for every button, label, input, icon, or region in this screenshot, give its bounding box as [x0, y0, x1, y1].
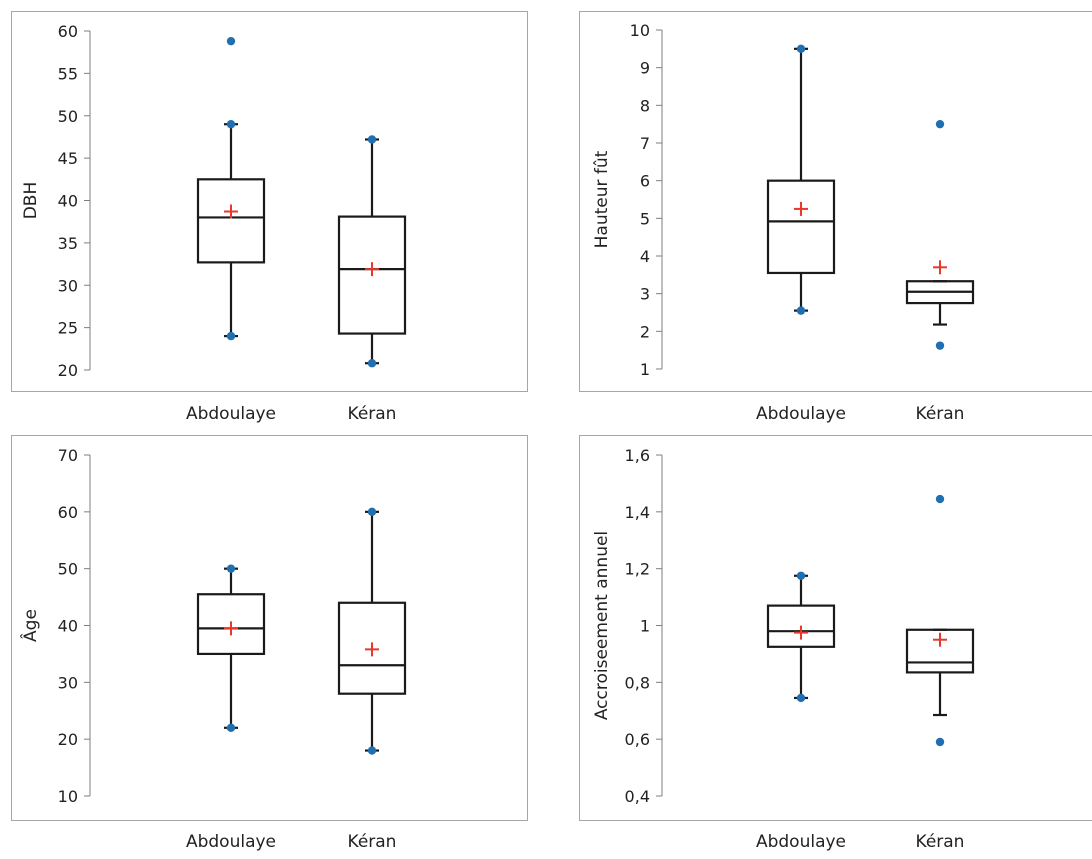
box-kran [905, 119, 975, 350]
y-tick-label: 8 [640, 96, 650, 115]
chart-panel-1: 20 25 30 35 40 45 50 55 60 DBH Abdoulaye Kéran [11, 11, 528, 424]
y-tick-label: 60 [58, 22, 78, 41]
y-tick-label: 1,4 [625, 503, 650, 522]
data-point [367, 359, 377, 368]
data-point [935, 737, 945, 747]
y-tick-label: 0,6 [625, 730, 650, 749]
iqr-box [337, 215, 407, 335]
data-point [226, 120, 236, 129]
x-category-label: Kéran [916, 404, 965, 424]
data-point [226, 723, 236, 732]
y-tick-label: 25 [58, 319, 78, 338]
y-tick-label: 5 [640, 209, 650, 228]
chart-frame [11, 435, 528, 821]
iqr-box [766, 604, 836, 648]
data-point [935, 341, 945, 350]
y-tick-label: 50 [58, 107, 78, 126]
y-tick-label: 20 [58, 730, 78, 749]
box-abdoulaye [196, 564, 266, 732]
y-tick-label: 6 [640, 172, 650, 191]
x-category-label: Abdoulaye [756, 404, 846, 424]
iqr-box [196, 178, 266, 264]
box-kran [905, 494, 975, 747]
data-point [796, 571, 806, 580]
x-category-label: Abdoulaye [186, 404, 276, 424]
data-point [226, 331, 236, 341]
y-tick-label: 30 [58, 673, 78, 692]
chart-frame [11, 11, 528, 392]
y-tick-label: 50 [58, 560, 78, 579]
y-tick-label: 1,6 [625, 446, 650, 465]
data-point [226, 36, 236, 46]
y-tick-label: 9 [640, 59, 650, 78]
data-point [935, 494, 945, 504]
y-tick-label: 0,4 [625, 787, 650, 806]
data-point [796, 693, 806, 703]
iqr-box [337, 601, 407, 695]
y-tick-label: 1 [640, 617, 650, 636]
y-tick-label: 3 [640, 285, 650, 304]
x-category-label: Kéran [348, 404, 397, 424]
box-abdoulaye [196, 36, 266, 341]
y-tick-label: 1,2 [625, 560, 650, 579]
y-tick-label: 40 [58, 192, 78, 211]
chart-panel-4: 0,4 0,6 0,8 1 1,2 1,4 1,6 Accroiseement annuel A… [579, 435, 1092, 852]
data-point [367, 746, 377, 755]
box-kran [337, 507, 407, 755]
x-category-label: Kéran [348, 832, 397, 852]
y-axis-title: Accroiseement annuel [592, 531, 612, 720]
chart-frame [579, 11, 1092, 392]
iqr-box [905, 628, 975, 674]
y-tick-label: 2 [640, 322, 650, 341]
data-point [796, 44, 806, 54]
x-category-label: Abdoulaye [186, 832, 276, 852]
x-category-label: Abdoulaye [756, 832, 846, 852]
data-point [935, 119, 945, 129]
y-tick-label: 0,8 [625, 673, 650, 692]
box-kran [337, 135, 407, 368]
y-tick-label: 10 [58, 787, 78, 806]
data-point [226, 564, 236, 573]
y-tick-label: 4 [640, 247, 650, 266]
y-tick-label: 60 [58, 503, 78, 522]
y-tick-label: 7 [640, 134, 650, 153]
y-tick-label: 1 [640, 360, 650, 379]
data-point [796, 306, 806, 315]
x-category-label: Kéran [916, 832, 965, 852]
chart-panel-3: 10 20 30 40 50 60 70 Âge Abdoulaye Kéran [11, 435, 528, 852]
y-tick-label: 45 [58, 149, 78, 168]
y-tick-label: 20 [58, 361, 78, 380]
chart-panel-2: 1 2 3 4 5 6 7 8 9 10 Hauteur fût Abdoulaye Kéran [579, 11, 1092, 424]
y-tick-label: 40 [58, 617, 78, 636]
box-abdoulaye [766, 44, 836, 315]
y-tick-label: 30 [58, 276, 78, 295]
y-tick-label: 55 [58, 64, 78, 83]
iqr-box [766, 179, 836, 275]
y-tick-label: 70 [58, 446, 78, 465]
data-point [367, 507, 377, 517]
y-axis-title: DBH [21, 182, 41, 220]
iqr-box [196, 593, 266, 656]
y-axis-title: Hauteur fût [592, 150, 612, 248]
box-abdoulaye [766, 571, 836, 703]
y-tick-label: 35 [58, 234, 78, 253]
data-point [367, 135, 377, 144]
y-tick-label: 10 [630, 21, 650, 40]
y-axis-title: Âge [19, 609, 41, 642]
chart-frame [579, 435, 1092, 821]
